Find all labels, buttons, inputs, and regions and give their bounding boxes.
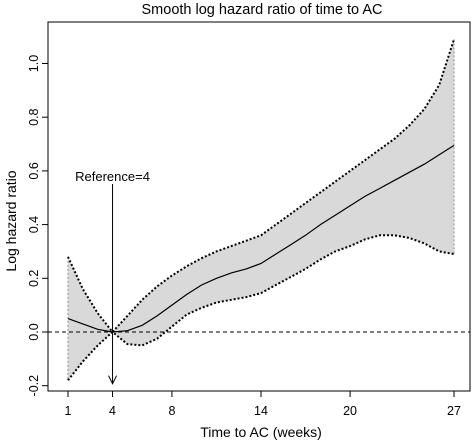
- y-tick-label: -0.2: [27, 375, 41, 397]
- y-axis-title: Log hazard ratio: [3, 170, 19, 271]
- plot-area: 1 4 8 14 20 27-0.20.00.20.40.60.81.0Reference…: [27, 21, 471, 418]
- confidence-band: [68, 39, 454, 381]
- y-tick-label: 0.8: [27, 108, 41, 125]
- lower-bound-line: [67, 234, 455, 381]
- y-tick-label: 0.4: [27, 216, 41, 233]
- upper-bound-line: [67, 38, 455, 334]
- chart-title: Smooth log hazard ratio of time to AC: [142, 2, 383, 18]
- x-tick-label: 20: [343, 404, 357, 418]
- y-tick-label: 1.0: [27, 55, 41, 72]
- x-axis-title: Time to AC (weeks): [200, 424, 322, 440]
- y-tick-label: 0.2: [27, 270, 41, 287]
- x-tick-label: 27: [447, 404, 461, 418]
- y-tick-label: 0.0: [27, 323, 41, 340]
- y-tick-label: 0.6: [27, 162, 41, 179]
- plot-frame: [47, 21, 471, 392]
- x-tick-label: 4: [109, 404, 116, 418]
- x-tick-label: 8: [168, 404, 175, 418]
- reference-annotation: Reference=4: [75, 169, 150, 184]
- x-tick-label: 1: [65, 404, 72, 418]
- estimate-line: [67, 144, 455, 333]
- reference-arrow-head: [108, 375, 117, 385]
- x-tick-label: 14: [254, 404, 268, 418]
